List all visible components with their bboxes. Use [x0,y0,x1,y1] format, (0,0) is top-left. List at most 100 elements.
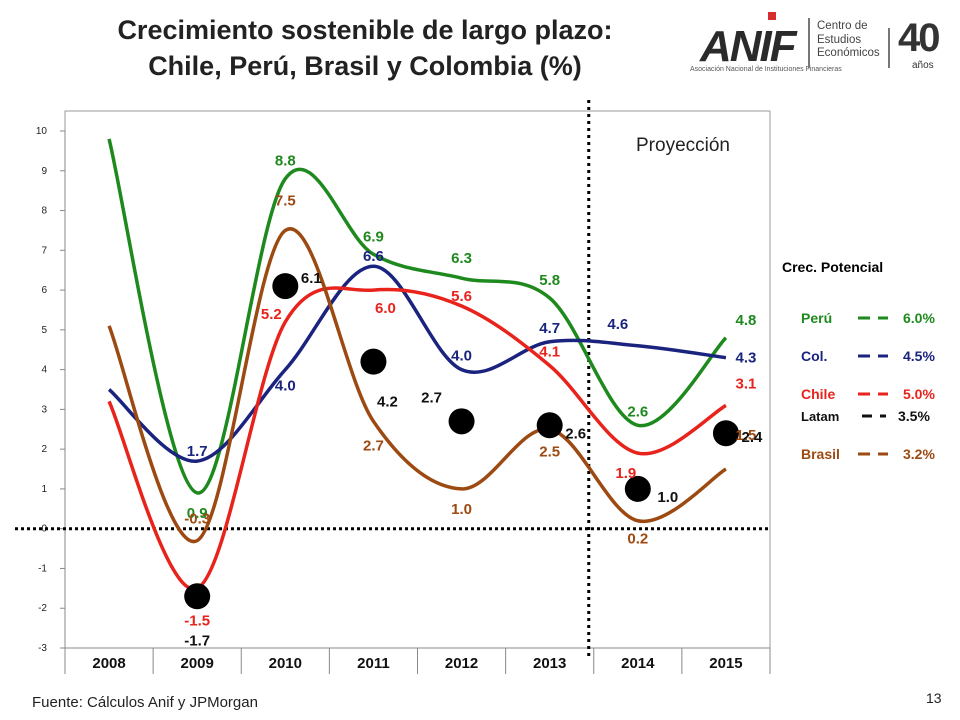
data-label-chile-2009: -1.5 [184,612,210,629]
data-label-latam-2013: 2.6 [565,425,586,442]
y-tick-label: 10 [36,126,48,137]
potential-name-peru: Perú [801,310,832,326]
data-label-peru-2015: 4.8 [736,312,757,329]
line-colombia [107,264,727,463]
y-tick-label: -3 [38,643,47,654]
data-label-chile-2010: 5.2 [261,306,282,323]
data-label-peru-2009: 0.9 [187,505,208,522]
data-label-brasil-2015: 1.5 [736,427,757,444]
anif-logo-text: ANIF [700,22,797,71]
data-label-colombia-2010: 4.0 [275,378,296,395]
potential-value-colombia: 4.5% [903,348,935,364]
data-label-peru-2011: 6.9 [363,228,384,245]
data-label-colombia-2009: 1.7 [187,443,208,460]
x-tick-label: 2015 [709,655,742,672]
y-tick-label: 4 [41,365,47,376]
latam-marker-2011 [360,348,387,375]
y-tick-label: -2 [38,603,47,614]
logo-red-mark [768,12,776,20]
potential-name-colombia: Col. [801,348,827,364]
y-tick-label: 8 [41,206,47,217]
potential-value-chile: 5.0% [903,386,935,402]
y-tick-label: 3 [41,404,47,415]
data-label-peru-2014: 2.6 [627,403,648,420]
centro-line-1: Centro de [817,20,868,32]
title-line-1: Crecimiento sostenible de largo plazo: [117,15,613,45]
y-tick-label: 9 [41,166,47,177]
series-lines [107,138,728,591]
data-label-peru-2010: 8.8 [275,153,296,170]
data-label-brasil-2009: -0.3 [184,511,210,528]
data-label-chile-2012: 5.6 [451,288,472,305]
data-label-latam-2012: 2.7 [421,389,442,406]
logo-divider [808,18,810,68]
source-note: Fuente: Cálculos Anif y JPMorgan [32,694,258,711]
data-label-brasil-2014: 0.2 [627,531,648,548]
y-tick-label: 6 [41,285,47,296]
y-tick-label: 7 [41,245,47,256]
data-label-chile-2013: 4.1 [539,344,560,361]
data-label-colombia-2011: 6.6 [363,248,384,265]
x-tick-label: 2008 [92,655,125,672]
potential-legend-title: Crec. Potencial [782,259,883,275]
data-label-colombia-2012: 4.0 [451,348,472,365]
line-brasil [107,227,727,544]
chart-title: Crecimiento sostenible de largo plazo: C… [40,12,690,84]
latam-marker-2013 [536,412,563,439]
data-label-colombia-2014: 4.6 [607,316,628,333]
data-label-latam-2014: 1.0 [657,489,678,506]
data-label-chile-2011: 6.0 [375,300,396,317]
data-label-brasil-2011: 2.7 [363,437,384,454]
data-label-latam-2010: 6.1 [301,270,322,287]
anniversary-word: años [912,60,934,71]
data-label-latam-2015: 2.4 [742,429,764,446]
data-label-colombia-2015: 4.3 [736,350,757,367]
data-label-peru-2012: 6.3 [451,250,472,267]
potential-value-latam: 3.5% [898,408,930,424]
x-tick-label: 2010 [269,655,302,672]
page-number: 13 [926,690,942,706]
latam-markers [184,273,739,610]
data-label-chile-2015: 3.1 [736,375,757,392]
latam-marker-2014 [624,475,651,502]
data-label-colombia-2013: 4.7 [539,320,560,337]
anniversary-number: 40 [898,16,940,60]
axis-layer: -3 -2 -1 0 1 2 3 4 5 6 7 8 9 10 2008 2009 2010 2011 2012 20… [15,100,771,674]
centro-line-2: Estudios [817,33,862,46]
y-tick-label: 2 [41,444,47,455]
title-line-2: Chile, Perú, Brasil y Colombia (%) [148,51,582,81]
latam-marker-2015 [712,420,739,447]
potential-legend: Crec. Potencial Perú 6.0% Col. 4.5% Chile 5.0%… [782,259,935,462]
data-label-latam-2011: 4.2 [377,394,398,411]
y-tick-label: -1 [38,563,47,574]
centro-line-3: Económicos [817,47,880,59]
data-label-brasil-2012: 1.0 [451,501,472,518]
data-label-peru-2013: 5.8 [539,272,560,289]
latam-marker-2009 [184,583,211,610]
y-tick-label: 1 [41,484,47,495]
potential-name-brasil: Brasil [801,446,840,462]
line-peru [107,138,728,495]
data-label-brasil-2010: 7.5 [275,192,296,209]
x-tick-label: 2011 [357,655,390,672]
x-tick-label: 2009 [181,655,214,672]
data-labels: 0.9 8.8 6.9 6.3 5.8 2.6 4.8 1.7 4.0 6.6 4.0 4.7 4.6 4… [184,153,763,650]
projection-label: Proyección [636,135,730,156]
data-label-latam-2009: -1.7 [184,632,210,649]
x-tick-label: 2014 [621,655,655,672]
potential-name-chile: Chile [801,386,835,402]
data-label-chile-2014: 1.9 [615,465,636,482]
data-label-brasil-2013: 2.5 [539,443,560,460]
potential-value-brasil: 3.2% [903,446,935,462]
latam-marker-2012 [448,408,475,435]
centro-estudios-label: Centro de Estudios Económicos [817,20,880,61]
x-tick-label: 2013 [533,655,566,672]
potential-value-peru: 6.0% [903,310,935,326]
potential-name-latam: Latam [801,409,839,424]
anif-logo-subtitle: Asociación Nacional de Instituciones Fin… [690,66,842,73]
y-tick-label: 5 [41,325,47,336]
latam-marker-2010 [272,273,299,300]
logo-divider-2 [888,28,890,68]
x-tick-label: 2012 [445,655,478,672]
